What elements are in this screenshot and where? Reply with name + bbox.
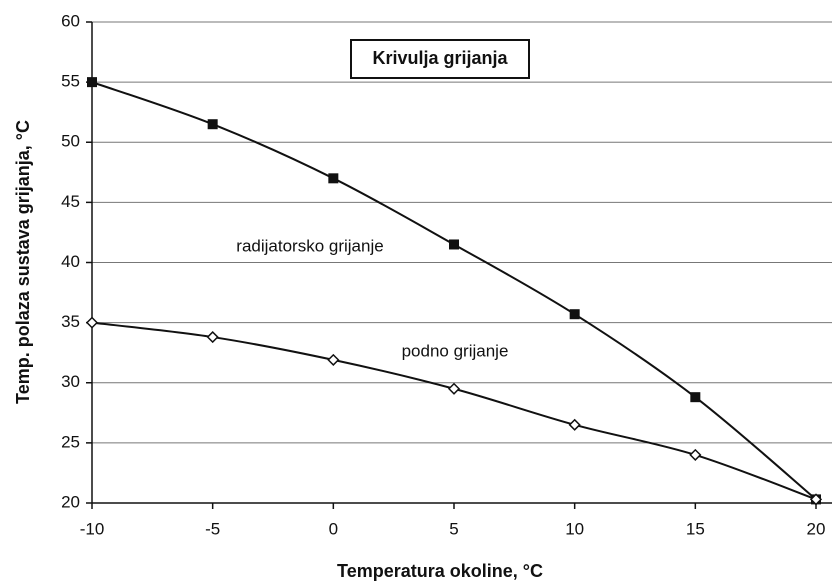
marker bbox=[568, 418, 581, 431]
series-label: podno grijanje bbox=[402, 341, 509, 360]
marker bbox=[207, 119, 218, 130]
x-axis-label: Temperatura okoline, °C bbox=[337, 561, 543, 581]
marker bbox=[206, 330, 219, 344]
x-tick-label: 15 bbox=[686, 519, 705, 538]
marker bbox=[809, 493, 823, 506]
y-axis-label: Temp. polaza sustava grijanja, °C bbox=[13, 120, 33, 404]
y-tick-label: 45 bbox=[61, 192, 80, 211]
y-tick-label: 40 bbox=[61, 252, 80, 271]
marker bbox=[447, 382, 461, 395]
y-tick-label: 55 bbox=[61, 72, 80, 91]
y-tick-label: 20 bbox=[61, 492, 80, 511]
y-tick-label: 25 bbox=[61, 432, 80, 451]
marker bbox=[449, 239, 459, 250]
y-tick-label: 60 bbox=[61, 11, 80, 30]
marker bbox=[569, 309, 580, 320]
series-label: radijatorsko grijanje bbox=[236, 236, 383, 255]
x-tick-label: -5 bbox=[205, 519, 220, 538]
marker bbox=[87, 77, 97, 88]
marker bbox=[327, 353, 340, 366]
x-tick-label: 20 bbox=[807, 519, 826, 538]
title-box bbox=[350, 39, 530, 79]
marker bbox=[689, 448, 702, 461]
x-tick-label: 0 bbox=[329, 519, 338, 538]
marker bbox=[85, 316, 99, 329]
x-tick-label: -10 bbox=[80, 519, 105, 538]
y-tick-label: 30 bbox=[61, 372, 80, 391]
y-tick-label: 50 bbox=[61, 132, 80, 151]
y-tick-label: 35 bbox=[61, 312, 80, 331]
x-tick-label: 10 bbox=[565, 519, 584, 538]
marker bbox=[690, 392, 701, 403]
chart-title: Krivulja grijanja bbox=[372, 48, 508, 68]
x-tick-label: 5 bbox=[449, 519, 458, 538]
marker bbox=[328, 173, 339, 184]
